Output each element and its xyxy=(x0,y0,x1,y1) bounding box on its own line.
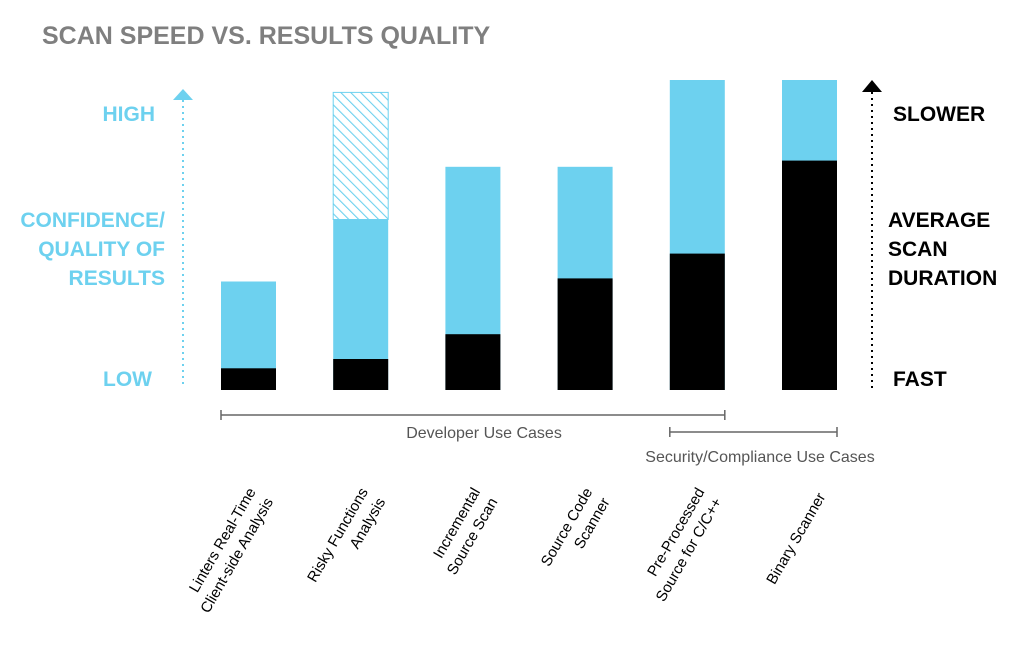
use-case-ranges: Developer Use Cases Security/Compliance U… xyxy=(220,410,875,466)
category-label: Pre-ProcessedSource for C/C++ xyxy=(635,485,726,605)
category-label: Linters Real-TimeClient-side Analysis xyxy=(180,485,277,616)
range-bracket: Security/Compliance Use Cases xyxy=(645,427,875,466)
left-axis-label-line-1: CONFIDENCE/ xyxy=(20,209,165,232)
category-labels: Linters Real-TimeClient-side Analysis Ris… xyxy=(180,485,829,616)
bar-group xyxy=(445,166,501,390)
bar-group xyxy=(221,281,276,390)
chart-title: SCAN SPEED VS. RESULTS QUALITY xyxy=(42,22,491,50)
right-axis: SLOWER AVERAGE SCAN DURATION FAST xyxy=(862,80,997,391)
left-axis-high-label: HIGH xyxy=(103,103,156,126)
range-label: Security/Compliance Use Cases xyxy=(645,449,874,466)
category-label: IncrementalSource Scan xyxy=(426,485,501,578)
right-axis-arrow-icon xyxy=(862,80,882,92)
bar-quality-potential xyxy=(332,91,389,220)
right-axis-low-label: FAST xyxy=(893,368,947,391)
left-axis-label-line-2: QUALITY OF xyxy=(38,238,165,261)
bars xyxy=(221,80,837,390)
category-label: Binary Scanner xyxy=(763,490,829,587)
left-axis-arrow-icon xyxy=(173,89,193,100)
category-label: Source CodeScanner xyxy=(538,485,614,579)
left-axis: HIGH CONFIDENCE/ QUALITY OF RESULTS LOW xyxy=(20,89,193,391)
range-label: Developer Use Cases xyxy=(406,425,562,442)
right-axis-high-label: SLOWER xyxy=(893,103,985,126)
bar-group xyxy=(669,80,725,390)
left-axis-low-label: LOW xyxy=(103,368,152,391)
bar-scan-duration xyxy=(669,253,725,390)
left-axis-label-line-3: RESULTS xyxy=(69,267,165,290)
category-label-line: Binary Scanner xyxy=(763,490,829,587)
right-axis-label-line-2: SCAN xyxy=(888,238,948,261)
right-axis-label-line-3: DURATION xyxy=(888,267,997,290)
bar-group xyxy=(332,91,389,390)
bar-scan-duration xyxy=(445,334,501,390)
range-bracket: Developer Use Cases xyxy=(220,410,726,442)
category-label: Risky FunctionsAnalysis xyxy=(304,485,389,595)
bar-group xyxy=(782,80,837,390)
bar-scan-duration xyxy=(333,359,389,390)
bar-scan-duration xyxy=(557,278,613,390)
right-axis-label-line-1: AVERAGE xyxy=(888,209,990,232)
bar-group xyxy=(557,166,613,390)
bar-scan-duration xyxy=(782,160,837,390)
bar-scan-duration xyxy=(221,368,276,390)
